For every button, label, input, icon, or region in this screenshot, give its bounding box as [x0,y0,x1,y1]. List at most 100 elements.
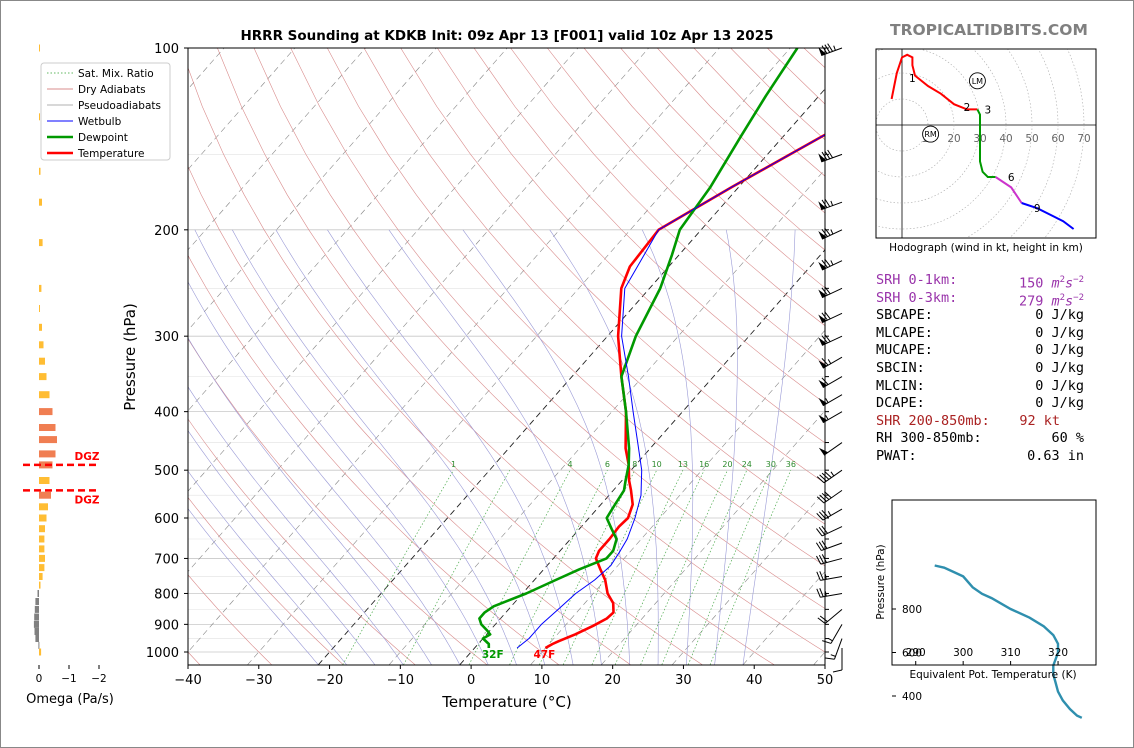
barb-pennant [818,47,827,56]
isotherm [459,249,825,665]
pseudoadiabat [327,229,574,665]
mixing-ratio-label: 4 [568,460,573,469]
isotherm [317,88,825,665]
legend-label-1: Dry Adiabats [78,84,146,96]
barb-staff [821,312,843,324]
barb-flag [832,669,843,673]
param-row: RH 300-850mb: 60 % [876,430,1106,448]
hodo-segment [995,176,1023,204]
omega-bar [35,598,39,605]
hodo-marker-label: RM [924,130,937,139]
pseudoadiabat [194,229,489,665]
theta-e-chart: 290 300 310 320 400 600 800 Equivalent Pot. Te… [875,499,1097,719]
legend-label-2: Pseudoadiabats [78,100,161,112]
barb-flag [818,541,825,550]
barb-half-flag [830,229,834,235]
omega-bar [39,44,40,52]
hodo-ring [1009,49,1059,238]
barb-flag [827,43,834,52]
omega-bar [39,525,45,533]
hodo-ring-label: 40 [999,133,1012,145]
wind-barb [816,588,843,598]
omega-bar [39,503,48,511]
barb-flag [821,335,828,344]
barb-flag [819,494,827,502]
series-dewpoint [478,48,799,648]
series-wetbulb [516,134,825,649]
barb-flag [821,199,828,208]
dry-adiabat [327,48,825,567]
barb-pennant [818,261,827,271]
y-tick-label: 700 [154,552,179,567]
omega-bar [33,620,39,628]
barb-pennant [818,397,828,406]
hodo-marker-circle [922,125,940,143]
x-tick-label: 50 [817,673,834,688]
barb-staff [821,201,843,211]
barb-flag [824,286,831,295]
barb-staff [821,260,843,271]
dry-adiabat [188,497,344,665]
barb-pennant [818,337,827,346]
isotherm [188,48,366,251]
param-row: SBCAPE: 0 J/kg [876,307,1106,325]
wind-barb [818,227,843,240]
omega-bar [39,239,43,247]
wind-barb [816,469,843,484]
hodo-marker-label: LM [972,77,983,86]
wind-barb [822,624,843,644]
mixing-ratio-line [687,470,772,665]
barb-pennant [818,314,827,323]
barb-flag [817,617,826,624]
barb-flag [827,149,834,159]
omega-bar [39,450,56,458]
barb-staff [822,508,843,521]
hodo-ring [876,49,1007,230]
y-tick-label: 100 [154,42,179,57]
omega-tick-label: 0 [36,673,43,685]
theta-e-x-tick-label: 300 [953,647,973,659]
y-tick-label: 200 [154,224,179,239]
hodo-height-label: 1 [909,73,916,85]
param-label: RH 300-850mb: [876,430,982,447]
param-row: PWAT: 0.63 in [876,448,1106,466]
mixing-ratio-line [539,470,636,665]
omega-bar [39,514,47,522]
param-value: 0 J/kg [1035,324,1084,341]
barb-staff [821,287,843,299]
isotherm [188,48,720,653]
wind-barb [825,638,843,660]
omega-bar [39,581,41,589]
barb-flag [816,588,821,598]
barb-half-flag [824,574,827,580]
isotherm [530,329,825,665]
hodo-ring-label: 70 [1077,133,1090,145]
hodo-marker-circle [968,72,986,90]
mixing-ratio-line [509,470,608,665]
isotherm [188,48,437,331]
dgz-label: DGZ [75,494,100,506]
barb-flag [821,472,830,480]
barb-flag [816,512,824,521]
omega-bar [34,613,39,621]
barb-half-flag [830,260,834,266]
param-label: SHR 200-850mb: [876,412,990,429]
dry-adiabat [363,48,825,525]
barb-flag [816,476,825,484]
param-label: DCAPE: [876,395,925,412]
omega-bar [39,554,45,562]
theta-e-x-axis-label: Equivalent Pot. Temperature (K) [909,669,1076,681]
pseudoadiabat [188,281,461,665]
dry-adiabat [188,338,488,665]
param-value: 279 m2s−2 [1018,292,1084,310]
param-value: 150 m2s−2 [1018,275,1084,292]
hodo-ring-label: 20 [947,133,960,145]
barb-half-flag [827,359,832,364]
barb-flag [822,640,832,644]
skewt-frame [187,47,826,666]
y-tick-label: 900 [154,618,179,633]
param-label: SRH 0-1km: [876,272,958,288]
theta-e-x-tick-label: 310 [1001,647,1021,659]
